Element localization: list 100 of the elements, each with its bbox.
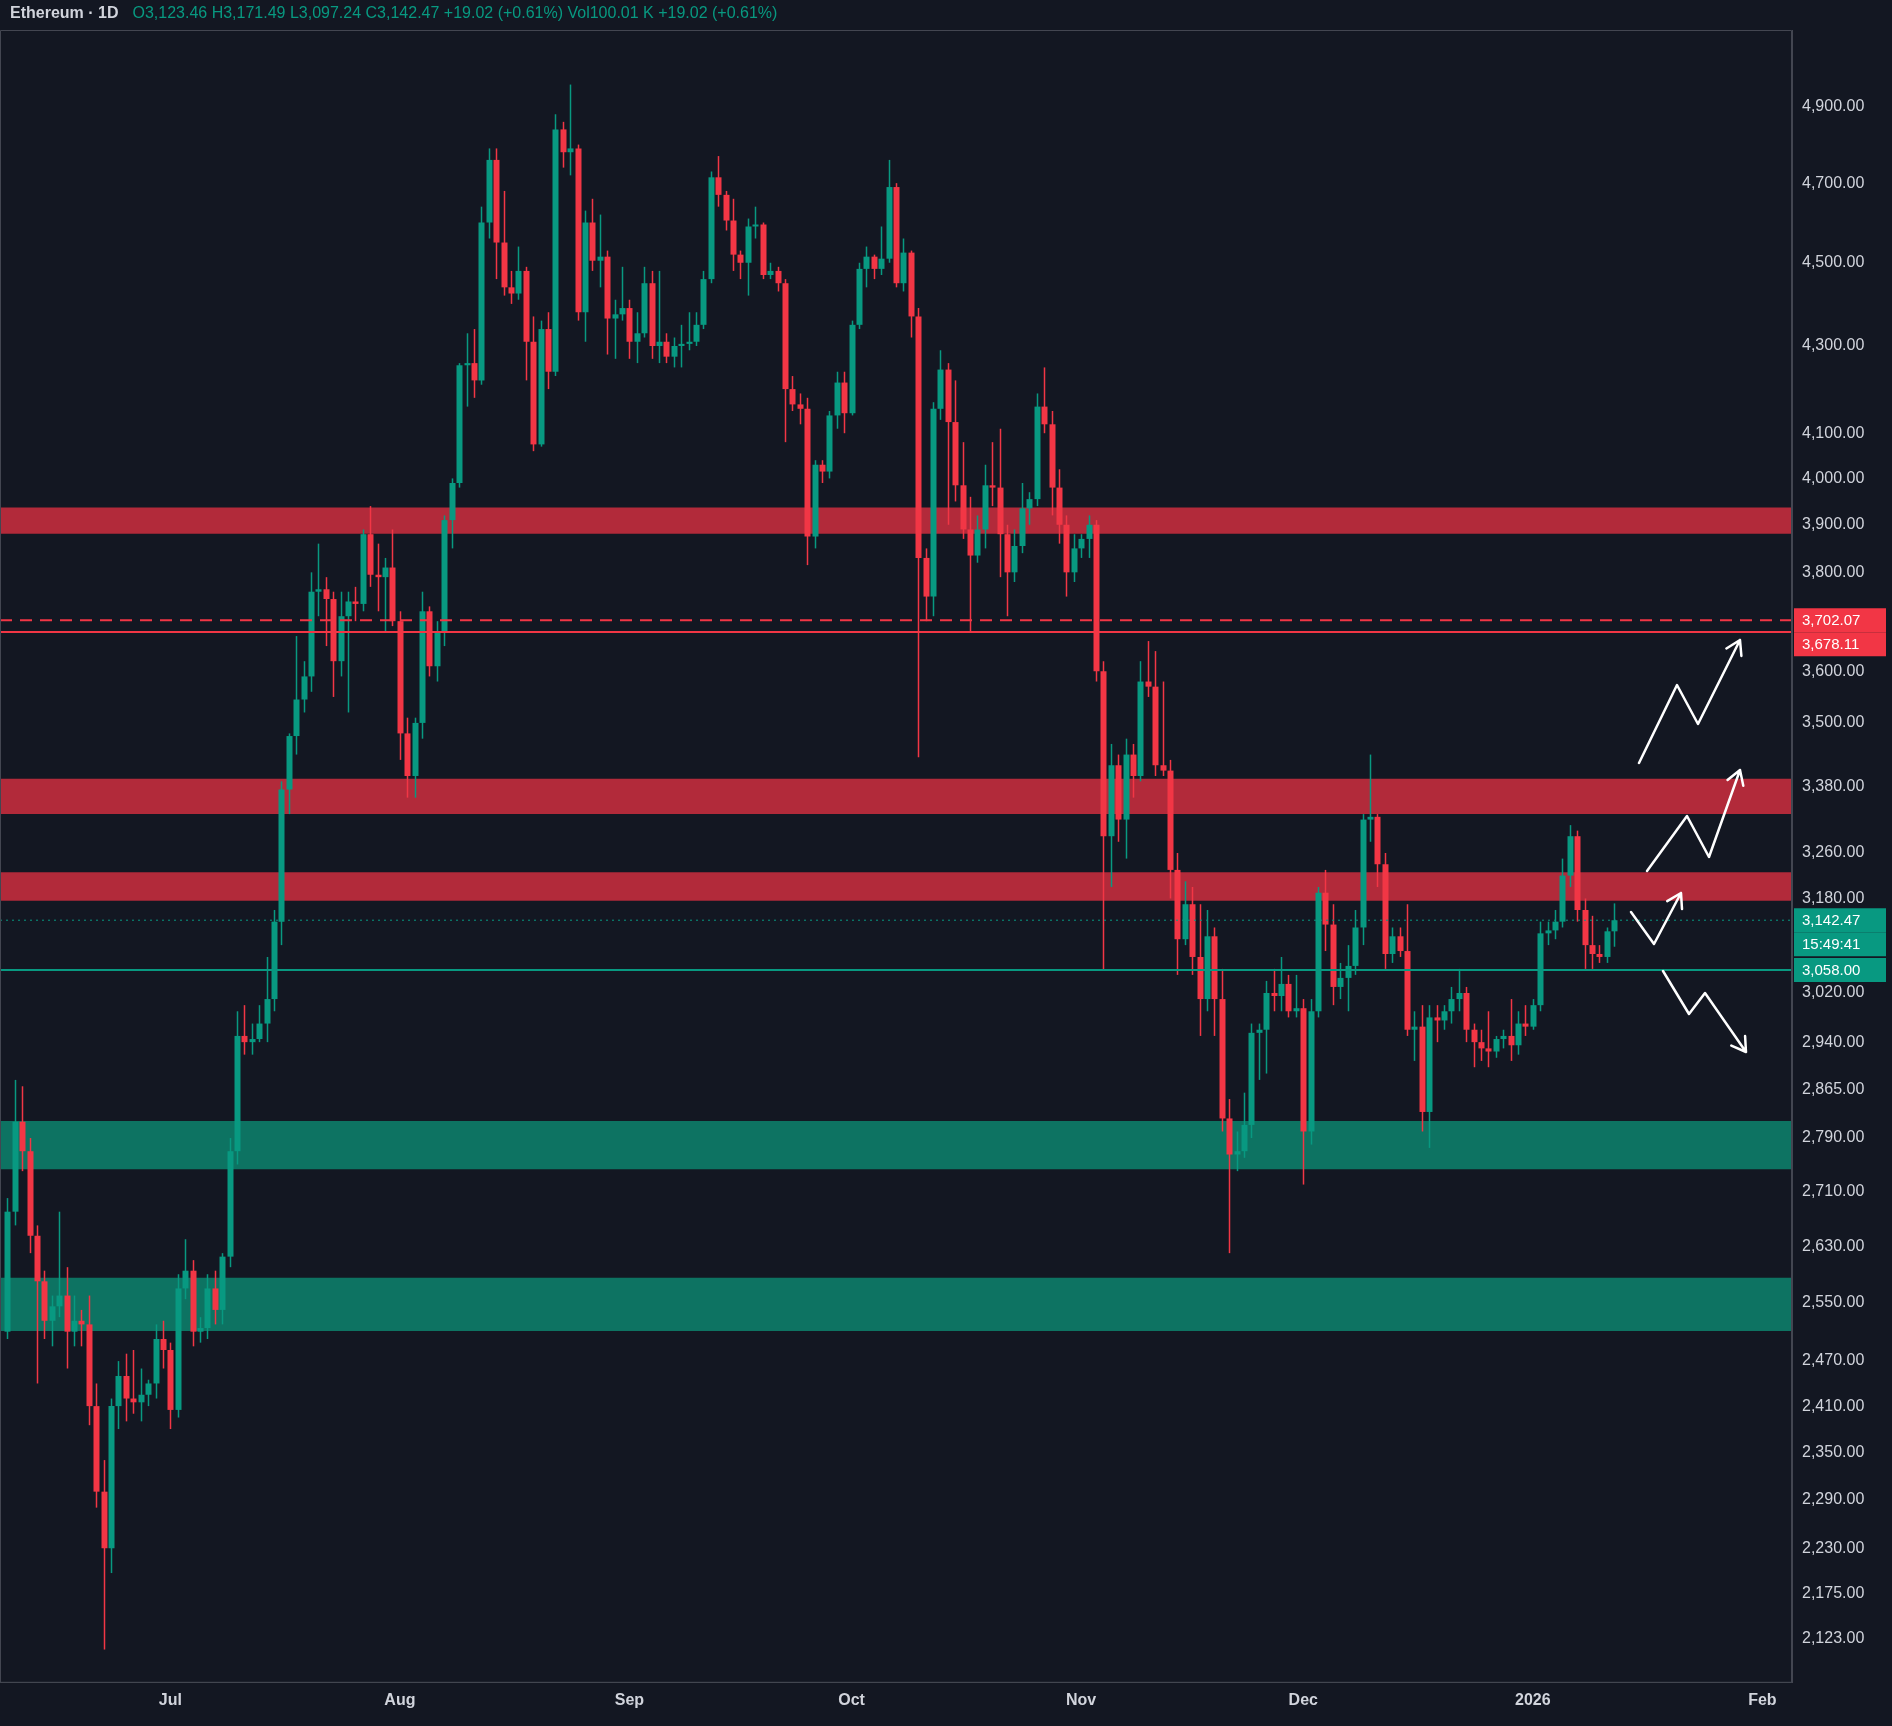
candlestick — [464, 332, 471, 408]
candlestick — [1485, 1010, 1492, 1068]
candlestick — [145, 1378, 152, 1407]
candlestick — [1515, 1010, 1522, 1056]
candlestick — [508, 270, 515, 305]
candlestick — [671, 336, 678, 369]
candlestick — [249, 1022, 256, 1056]
candlestick — [567, 83, 574, 177]
y-tick-label: 2,123.00 — [1802, 1628, 1865, 1646]
chart-title: Ethereum · 1D — [10, 4, 119, 22]
candlestick — [123, 1352, 130, 1423]
candlestick — [597, 213, 604, 289]
candlestick — [863, 245, 870, 289]
y-tick-label: 3,380.00 — [1802, 777, 1865, 795]
y-tick-label: 2,410.00 — [1802, 1396, 1865, 1414]
candlestick — [612, 299, 619, 360]
candlestick — [752, 205, 759, 240]
y-tick-label: 3,500.00 — [1802, 713, 1865, 731]
candlestick — [1434, 1004, 1441, 1043]
y-tick-label: 4,900.00 — [1802, 97, 1865, 115]
candlestick — [819, 459, 826, 484]
candlestick — [1500, 1028, 1507, 1050]
candlestick — [241, 1004, 248, 1056]
candlestick — [1256, 1022, 1263, 1081]
y-tick-label: 3,020.00 — [1802, 983, 1865, 1001]
candlestick — [1078, 533, 1085, 559]
candlestick — [382, 557, 389, 632]
y-tick-label: 2,230.00 — [1802, 1538, 1865, 1556]
candlestick — [678, 324, 685, 369]
candlestick — [737, 249, 744, 280]
candlestick — [1367, 753, 1374, 843]
candlestick — [1508, 998, 1515, 1062]
candlestick — [49, 1294, 56, 1348]
candlestick — [1441, 1004, 1448, 1031]
y-tick-label: 2,630.00 — [1802, 1236, 1865, 1254]
candlestick — [352, 586, 359, 622]
x-tick-label: Aug — [384, 1690, 416, 1708]
y-tick-label: 2,940.00 — [1802, 1032, 1865, 1050]
candlestick — [878, 225, 885, 276]
candlestick — [1234, 1130, 1241, 1172]
candlestick — [301, 660, 308, 714]
candlestick — [1493, 1035, 1500, 1059]
chart-subtitle: O3,123.46 H3,171.49 L3,097.24 C3,142.47 +19.02 (+0.61%) Vol100.01 K +19.02 (+0.61%) — [132, 4, 778, 22]
ref-line-label: 3,678.11 — [1802, 635, 1860, 653]
x-tick-label: Dec — [1288, 1690, 1319, 1708]
y-tick-label: 3,600.00 — [1802, 661, 1865, 679]
candlestick — [197, 1316, 204, 1344]
candlestick — [1397, 926, 1404, 958]
candlestick — [471, 328, 478, 399]
candlestick — [1293, 974, 1300, 1019]
y-tick-label: 2,350.00 — [1802, 1442, 1865, 1460]
text: 15:49:41 — [1802, 935, 1861, 953]
candlestick — [212, 1269, 219, 1326]
ref-line-label: 3,702.07 — [1802, 611, 1861, 629]
candlestick — [634, 311, 641, 364]
x-tick-label: Jul — [158, 1690, 182, 1708]
candlestick — [989, 441, 996, 507]
candlestick — [797, 392, 804, 426]
ref-line-label: 3,058.00 — [1802, 961, 1861, 979]
y-tick-label: 2,470.00 — [1802, 1351, 1865, 1369]
candlestick — [256, 1004, 263, 1043]
y-tick-label: 2,175.00 — [1802, 1584, 1865, 1602]
candlestick — [1471, 1022, 1478, 1068]
candlestick — [1271, 968, 1278, 1013]
y-tick-label: 4,100.00 — [1802, 423, 1865, 441]
x-tick-label: Sep — [614, 1690, 645, 1708]
candlestick — [1041, 366, 1048, 434]
y-tick-label: 4,300.00 — [1802, 336, 1865, 354]
x-tick-label: Feb — [1748, 1690, 1777, 1708]
y-tick-label: 2,290.00 — [1802, 1490, 1865, 1508]
candlestick — [619, 266, 626, 322]
candlestick — [1478, 1028, 1485, 1062]
y-tick-label: 3,180.00 — [1802, 888, 1865, 906]
y-tick-label: 4,700.00 — [1802, 173, 1865, 191]
candlestick — [1071, 533, 1078, 583]
y-tick-label: 3,260.00 — [1802, 843, 1865, 861]
x-tick-label: 2026 — [1515, 1690, 1551, 1708]
candlestick — [789, 375, 796, 412]
candlestick — [160, 1320, 167, 1370]
candlestick — [1411, 1010, 1418, 1062]
candlestick — [182, 1238, 189, 1300]
y-tick-label: 2,710.00 — [1802, 1181, 1865, 1199]
candlestick — [1086, 514, 1093, 559]
candlestick — [663, 332, 670, 364]
candlestick — [656, 270, 663, 364]
y-tick-label: 2,550.00 — [1802, 1293, 1865, 1311]
candlestick — [1389, 926, 1396, 964]
y-tick-label: 4,500.00 — [1802, 253, 1865, 271]
candlestick — [1589, 915, 1596, 970]
candlestick — [686, 311, 693, 352]
candlestick — [315, 542, 322, 617]
ref-line-label: 3,142.47 — [1802, 911, 1861, 929]
y-tick-label: 2,865.00 — [1802, 1079, 1865, 1097]
candlestick — [560, 121, 567, 169]
candlestick — [138, 1367, 145, 1423]
candlestick — [56, 1210, 63, 1318]
candlestick — [693, 311, 700, 347]
candlestick — [775, 266, 782, 293]
y-tick-label: 3,800.00 — [1802, 562, 1865, 580]
candlestick — [515, 245, 522, 301]
